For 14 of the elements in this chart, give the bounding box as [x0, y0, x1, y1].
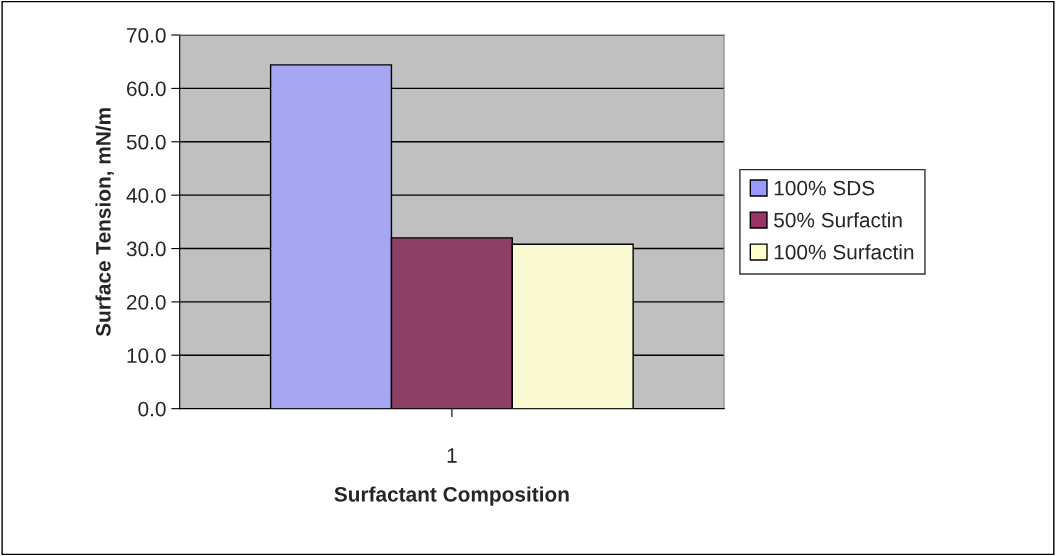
- y-tick-label: 50.0: [126, 134, 166, 150]
- y-axis-title: Surface Tension, mN/m: [95, 108, 114, 337]
- x-tick-label: 1: [447, 448, 457, 463]
- y-tick-label: 40.0: [126, 188, 166, 203]
- legend-label: 100% Surfactin: [774, 244, 914, 260]
- y-tick-label: 70.0: [127, 28, 166, 43]
- y-tick-label: 10.0: [127, 348, 166, 364]
- y-tick-label: 20.0: [127, 294, 166, 310]
- y-tick-label: 30.0: [126, 241, 166, 257]
- y-tick-label: 60.0: [127, 81, 166, 97]
- x-axis-title: Surfactant Composition: [334, 486, 569, 506]
- y-tick-label: 0.0: [138, 401, 166, 417]
- legend-label: 50% Surfactin: [774, 212, 902, 228]
- legend-label: 100% SDS: [774, 180, 875, 196]
